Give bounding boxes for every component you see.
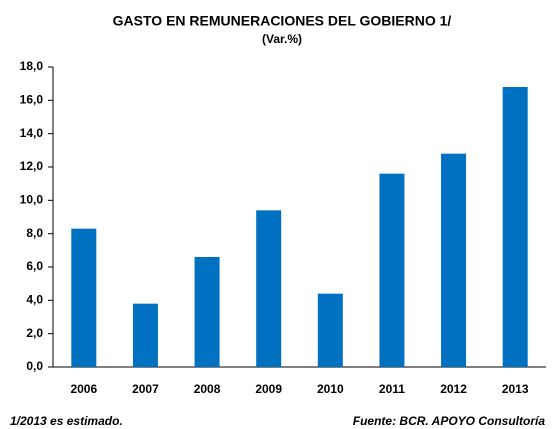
y-tick-label: 8,0 [26,226,43,240]
y-tick-label: 18,0 [20,59,44,73]
x-tick-label: 2013 [502,382,529,396]
y-tick-label: 16,0 [20,93,44,107]
x-tick-label: 2007 [132,382,159,396]
y-tick-label: 10,0 [20,193,44,207]
bar [71,228,97,367]
x-tick-label: 2011 [379,382,405,396]
y-tick-label: 14,0 [20,126,44,140]
x-tick-label: 2006 [70,382,97,396]
bar [502,87,528,367]
y-tick-label: 6,0 [26,259,43,273]
chart-title: GASTO EN REMUNERACIONES DEL GOBIERNO 1/ [113,13,452,29]
y-tick-label: 2,0 [26,326,43,340]
bar [317,293,343,367]
chart-subtitle: (Var.%) [262,32,302,46]
bar [379,173,405,367]
y-tick-label: 12,0 [20,159,44,173]
bar [441,153,467,367]
x-tick-label: 2010 [317,382,344,396]
x-tick-label: 2009 [255,382,282,396]
y-tick-label: 4,0 [26,293,43,307]
x-tick-label: 2012 [440,382,467,396]
x-tick-label: 2008 [194,382,221,396]
bar [194,257,220,367]
footnote: 1/2013 es estimado. [10,414,123,428]
source: Fuente: BCR. APOYO Consultoría [353,414,546,428]
y-tick-label: 0,0 [26,359,43,373]
bar [256,210,282,367]
bar [132,303,158,367]
